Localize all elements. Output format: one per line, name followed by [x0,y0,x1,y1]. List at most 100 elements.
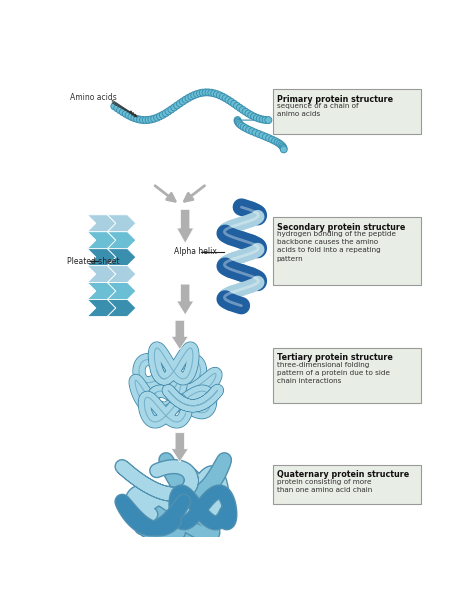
Circle shape [188,93,195,100]
Circle shape [234,103,240,109]
Circle shape [148,116,155,123]
Circle shape [142,116,149,124]
Polygon shape [171,433,188,462]
Circle shape [134,116,141,122]
Circle shape [269,136,276,143]
Circle shape [217,92,223,99]
Polygon shape [171,320,188,350]
Circle shape [272,137,279,145]
Circle shape [179,98,186,105]
Circle shape [246,127,253,133]
Circle shape [156,113,164,120]
Circle shape [219,93,226,100]
Polygon shape [87,248,116,266]
Circle shape [191,92,198,98]
Circle shape [254,115,260,121]
Circle shape [131,115,138,121]
Polygon shape [87,283,116,300]
Circle shape [265,116,272,124]
Circle shape [176,100,183,107]
Polygon shape [108,232,136,248]
Text: Tertiary protein structure: Tertiary protein structure [277,353,392,362]
Circle shape [145,116,152,124]
Circle shape [248,112,255,119]
Circle shape [125,112,132,119]
Circle shape [173,102,181,109]
Text: sequence of a chain of
animo acids: sequence of a chain of animo acids [277,103,358,118]
Circle shape [280,146,287,153]
Circle shape [114,105,121,112]
Circle shape [225,96,232,104]
Circle shape [119,109,127,116]
Circle shape [262,116,269,124]
Circle shape [237,104,243,112]
Circle shape [240,124,247,130]
Circle shape [208,89,215,96]
Circle shape [255,131,263,137]
Circle shape [117,107,124,114]
Text: Quaternary protein structure: Quaternary protein structure [277,470,409,479]
Polygon shape [108,266,136,283]
Circle shape [231,100,237,107]
Text: three-dimensional folding
pattern of a protein due to side
chain interactions: three-dimensional folding pattern of a p… [277,362,390,384]
Circle shape [185,95,192,101]
Circle shape [239,106,246,113]
Circle shape [234,118,241,125]
Circle shape [137,116,144,123]
Circle shape [276,140,283,147]
Circle shape [154,114,161,121]
Circle shape [259,132,266,139]
Circle shape [210,90,218,97]
Circle shape [128,113,135,121]
Circle shape [243,125,250,132]
Circle shape [168,106,175,113]
Circle shape [249,128,255,134]
Circle shape [193,90,201,98]
Circle shape [122,110,129,118]
Circle shape [252,129,259,136]
Polygon shape [87,266,116,283]
Circle shape [213,91,220,98]
Circle shape [256,115,263,122]
Circle shape [159,112,166,118]
Circle shape [199,89,206,96]
Polygon shape [108,283,136,300]
Circle shape [196,90,203,96]
FancyBboxPatch shape [273,348,421,403]
Circle shape [182,96,189,103]
Text: Amino acids: Amino acids [70,92,117,101]
Polygon shape [108,248,136,266]
FancyBboxPatch shape [273,89,421,134]
Polygon shape [87,215,116,232]
Polygon shape [87,300,116,317]
Circle shape [279,143,286,150]
Polygon shape [108,300,136,317]
Circle shape [251,113,257,120]
Circle shape [280,145,287,151]
Text: Alpha helix: Alpha helix [174,247,217,256]
Circle shape [259,116,266,123]
Circle shape [151,115,158,122]
Circle shape [274,139,281,146]
FancyBboxPatch shape [273,465,421,504]
Circle shape [238,122,245,129]
Circle shape [165,108,172,115]
Circle shape [242,109,249,115]
Circle shape [202,89,209,96]
Circle shape [234,116,241,124]
FancyBboxPatch shape [273,217,421,285]
Circle shape [245,110,252,117]
Circle shape [228,98,235,106]
Polygon shape [177,284,194,315]
Circle shape [205,89,212,96]
Polygon shape [87,232,116,248]
Circle shape [265,134,273,142]
Polygon shape [177,209,194,243]
Text: protein consisting of more
than one amino acid chain: protein consisting of more than one amin… [277,479,372,493]
Circle shape [171,104,178,111]
Text: Primary protein structure: Primary protein structure [277,95,393,104]
Circle shape [162,110,169,116]
Text: hydrogen bonding of the peptide
backbone causes the amino
acids to fold into a r: hydrogen bonding of the peptide backbone… [277,231,396,262]
Circle shape [262,133,269,140]
Circle shape [237,121,243,128]
